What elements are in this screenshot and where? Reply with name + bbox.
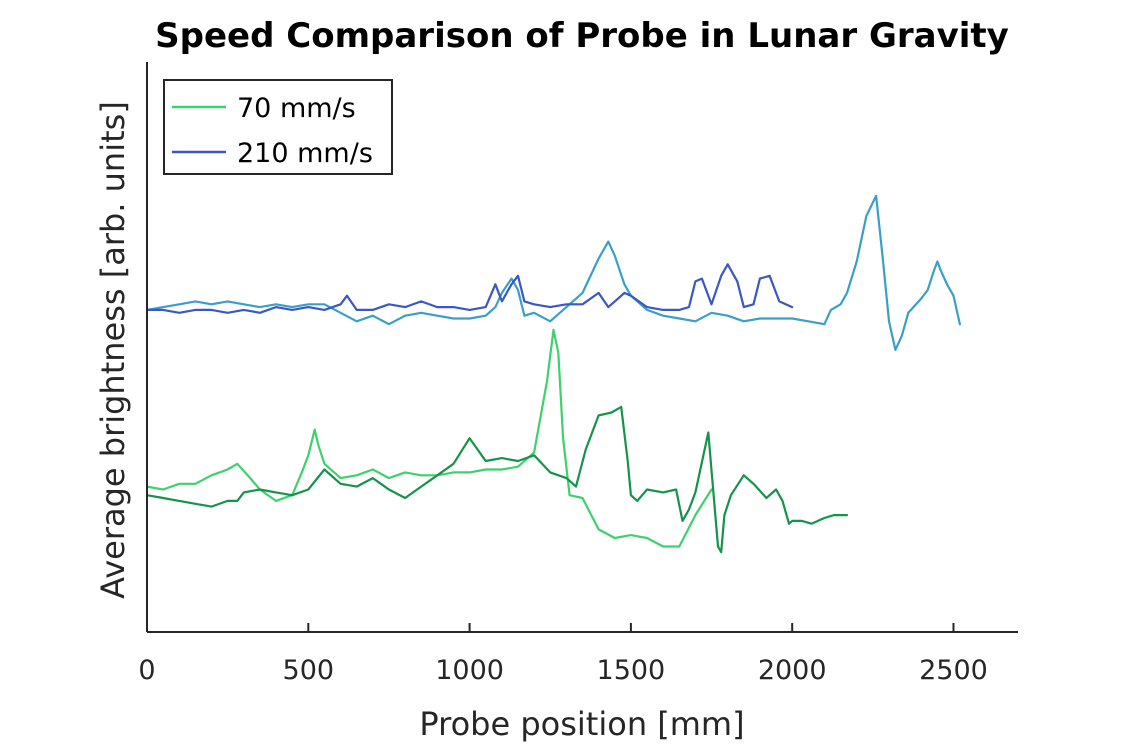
series-line-2 — [145, 194, 961, 351]
x-tick-label-5: 2500 — [919, 655, 988, 686]
x-tick-label-2: 1000 — [435, 655, 504, 686]
x-axis-label: Probe position [mm] — [419, 705, 744, 743]
legend-label-70: 70 mm/s — [237, 93, 356, 124]
x-tick-label-0: 0 — [138, 655, 155, 686]
series-line-1 — [145, 405, 849, 554]
x-ticks: 0 500 1000 1500 2000 2500 — [138, 623, 988, 686]
chart-title: Speed Comparison of Probe in Lunar Gravi… — [155, 16, 1009, 56]
legend-label-210: 210 mm/s — [237, 138, 373, 169]
plot-area: 0 500 1000 1500 2000 2500 — [138, 62, 1018, 686]
legend: 70 mm/s 210 mm/s — [163, 79, 393, 175]
y-axis-label: Average brightness [arb. units] — [94, 101, 132, 599]
series-line-0 — [145, 328, 713, 548]
legend-box — [163, 79, 393, 175]
series-group — [145, 194, 961, 554]
x-tick-label-4: 2000 — [758, 655, 827, 686]
x-tick-label-3: 1500 — [597, 655, 666, 686]
series-line-3 — [145, 263, 794, 314]
x-tick-label-1: 500 — [283, 655, 335, 686]
